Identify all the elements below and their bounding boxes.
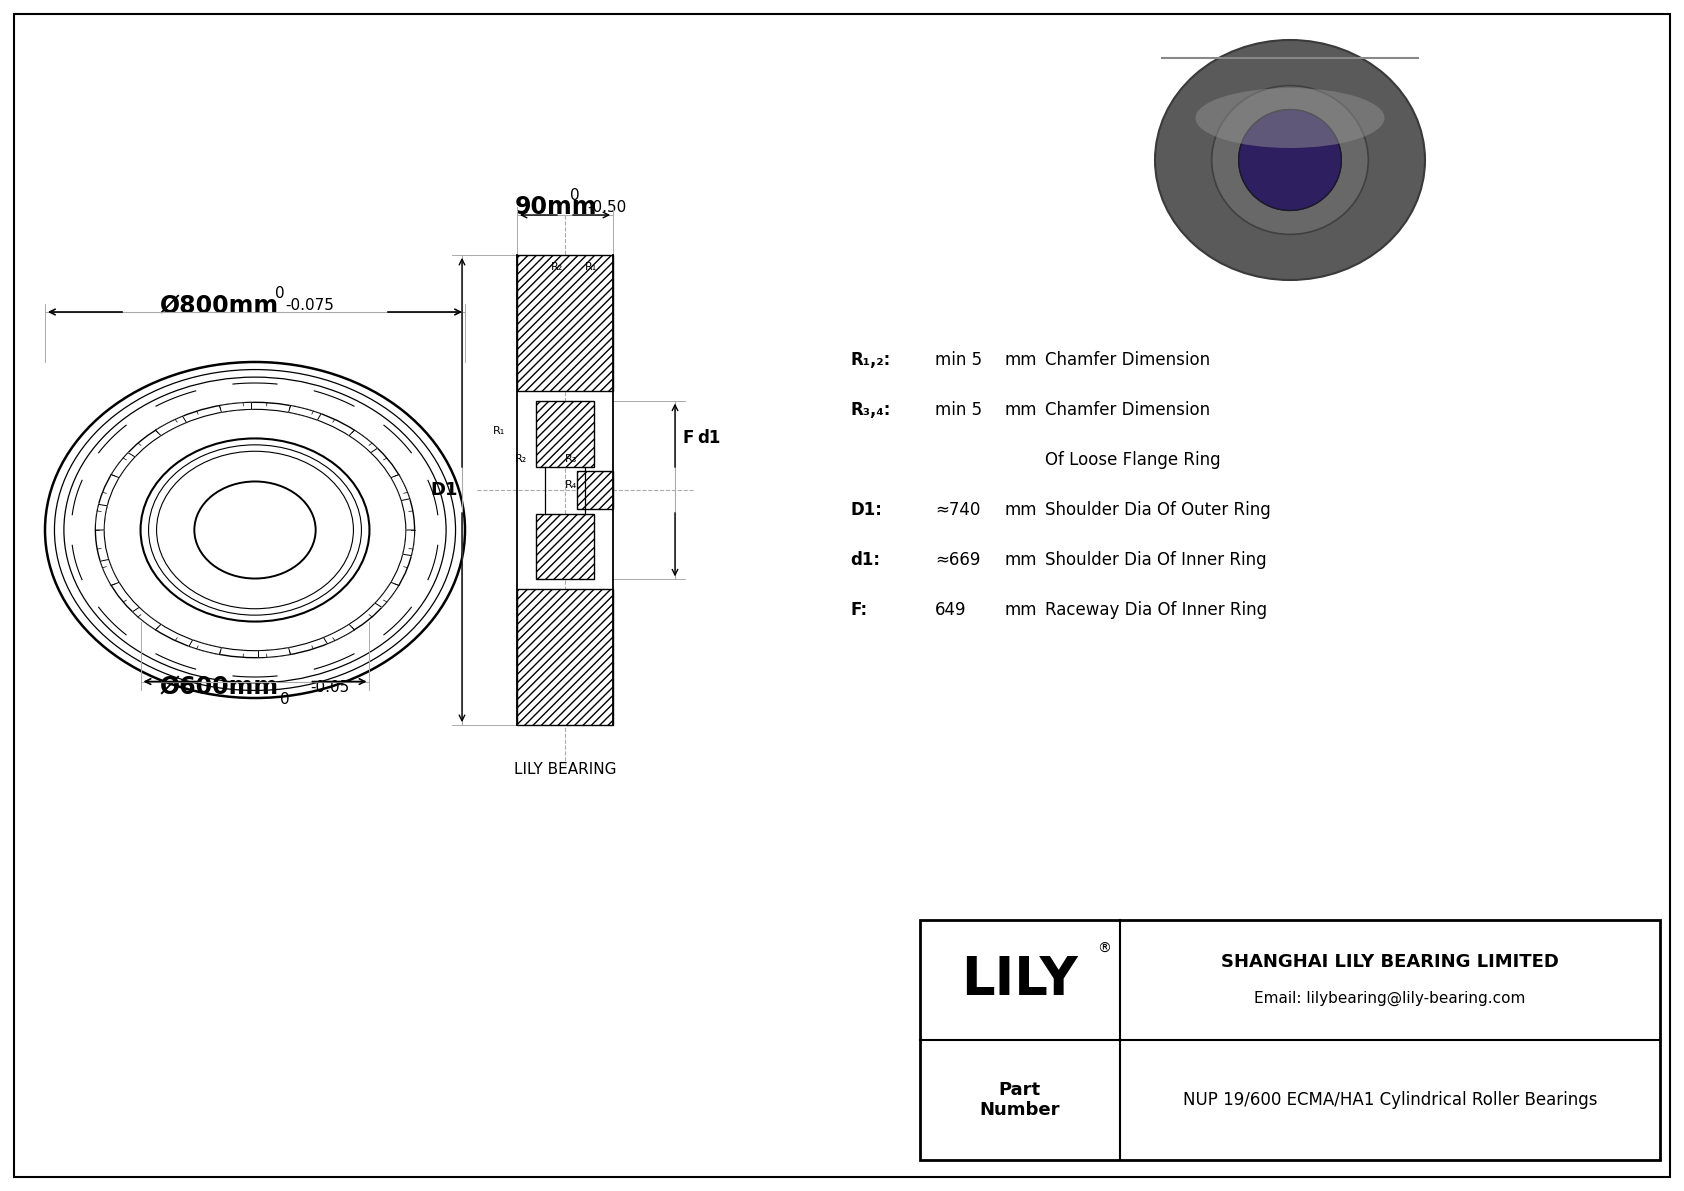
Polygon shape [288, 405, 322, 420]
Text: d1:: d1: [850, 551, 881, 569]
Text: Part
Number: Part Number [980, 1080, 1061, 1120]
Text: Of Loose Flange Ring: Of Loose Flange Ring [1046, 451, 1221, 469]
Bar [919, 919, 1660, 1160]
Polygon shape [402, 530, 414, 556]
Bar [517, 255, 613, 392]
Polygon shape [219, 403, 251, 412]
Text: Chamfer Dimension: Chamfer Dimension [1046, 401, 1211, 419]
Text: Chamfer Dimension: Chamfer Dimension [1046, 351, 1211, 369]
Polygon shape [96, 505, 108, 530]
Text: R₂: R₂ [551, 262, 562, 272]
Polygon shape [323, 624, 355, 644]
Text: mm: mm [1005, 551, 1037, 569]
Ellipse shape [1239, 110, 1340, 211]
Text: R₁: R₁ [493, 426, 505, 436]
Polygon shape [155, 416, 187, 436]
Text: d1: d1 [697, 429, 721, 448]
Bar [517, 588, 613, 725]
Bar [536, 400, 594, 467]
Text: D1: D1 [429, 481, 458, 499]
Text: R₄: R₄ [564, 480, 578, 491]
Text: NUP 19/600 ECMA/HA1 Cylindrical Roller Bearings: NUP 19/600 ECMA/HA1 Cylindrical Roller B… [1182, 1091, 1596, 1109]
Polygon shape [376, 582, 399, 607]
Bar [578, 472, 613, 509]
Ellipse shape [1212, 86, 1369, 235]
Polygon shape [258, 648, 291, 657]
Text: ®: ® [1096, 942, 1111, 956]
Text: LILY BEARING: LILY BEARING [514, 762, 616, 778]
Text: R₃: R₃ [564, 455, 578, 464]
Text: -0.075: -0.075 [285, 299, 333, 313]
Text: mm: mm [1005, 501, 1037, 519]
Text: LILY: LILY [962, 954, 1078, 1006]
Text: mm: mm [1005, 601, 1037, 619]
Text: mm: mm [1005, 351, 1037, 369]
Text: 649: 649 [935, 601, 967, 619]
Text: R₁: R₁ [586, 262, 598, 272]
Polygon shape [133, 607, 162, 630]
Ellipse shape [1196, 88, 1384, 148]
Text: 90mm: 90mm [515, 195, 598, 219]
Polygon shape [111, 453, 135, 478]
Text: R₃,₄:: R₃,₄: [850, 401, 891, 419]
Text: R₂: R₂ [515, 455, 527, 464]
Polygon shape [391, 474, 409, 500]
Text: ≈740: ≈740 [935, 501, 980, 519]
Text: Ø800mm: Ø800mm [160, 294, 280, 318]
Text: Shoulder Dia Of Inner Ring: Shoulder Dia Of Inner Ring [1046, 551, 1266, 569]
Polygon shape [349, 430, 377, 453]
Text: Shoulder Dia Of Outer Ring: Shoulder Dia Of Outer Ring [1046, 501, 1271, 519]
Text: D1:: D1: [850, 501, 882, 519]
Bar [536, 513, 594, 579]
Text: -0.05: -0.05 [310, 680, 349, 696]
Text: Ø600mm: Ø600mm [160, 675, 280, 699]
Text: mm: mm [1005, 401, 1037, 419]
Text: F:: F: [850, 601, 867, 619]
Text: min 5: min 5 [935, 351, 982, 369]
Text: 0: 0 [569, 187, 579, 202]
Text: F: F [684, 429, 694, 448]
Polygon shape [189, 640, 221, 655]
Text: Email: lilybearing@lily-bearing.com: Email: lilybearing@lily-bearing.com [1255, 991, 1526, 1005]
Text: ≈669: ≈669 [935, 551, 980, 569]
Text: R₁,₂:: R₁,₂: [850, 351, 891, 369]
Text: 0: 0 [274, 287, 285, 301]
Text: SHANGHAI LILY BEARING LIMITED: SHANGHAI LILY BEARING LIMITED [1221, 953, 1559, 971]
Text: 0: 0 [280, 692, 290, 707]
Polygon shape [101, 560, 120, 586]
Text: -0.50: -0.50 [588, 200, 626, 214]
Ellipse shape [1155, 40, 1425, 280]
Text: min 5: min 5 [935, 401, 982, 419]
Text: Raceway Dia Of Inner Ring: Raceway Dia Of Inner Ring [1046, 601, 1266, 619]
Ellipse shape [1239, 110, 1340, 211]
